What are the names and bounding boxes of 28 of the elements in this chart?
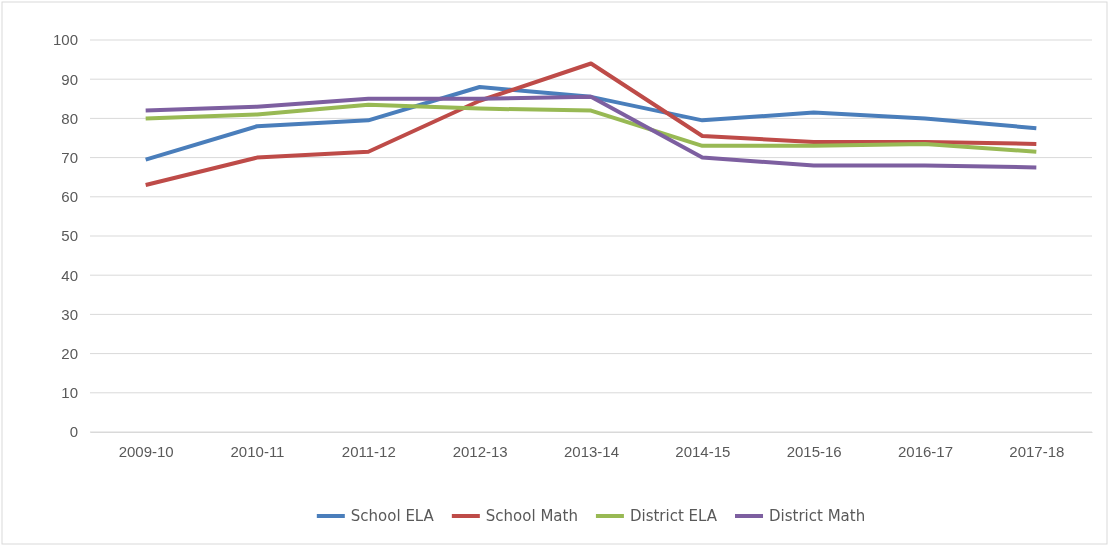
line-series [143, 102, 1039, 154]
line-series [143, 85, 1039, 162]
y-tick-label: 100 [52, 31, 78, 49]
legend-label: School ELA [350, 507, 435, 525]
line-series [143, 61, 1039, 188]
y-tick-label: 90 [61, 70, 78, 88]
x-tick-label: 2016-17 [897, 442, 954, 460]
legend-label: School Math [485, 507, 578, 525]
y-tick-label: 70 [61, 148, 78, 166]
y-tick-label: 20 [61, 344, 78, 362]
y-tick-label: 40 [61, 266, 78, 284]
x-tick-label: 2013-14 [563, 442, 620, 460]
line-series [143, 94, 1039, 170]
y-tick-label: 0 [69, 423, 78, 441]
x-tick-label: 2009-10 [118, 442, 174, 460]
y-tick-label: 80 [61, 109, 78, 127]
legend-label: District Math [769, 507, 866, 525]
legend-label: District ELA [629, 507, 718, 525]
y-tick-label: 50 [61, 227, 78, 245]
x-tick-label: 2010-11 [230, 442, 285, 460]
y-tick-label: 10 [61, 384, 78, 402]
y-tick-label: 60 [61, 188, 78, 206]
x-tick-label: 2011-12 [341, 442, 396, 460]
x-tick-label: 2014-15 [675, 442, 731, 460]
x-tick-label: 2015-16 [786, 442, 842, 460]
x-tick-label: 2012-13 [452, 442, 508, 460]
y-tick-label: 30 [61, 305, 78, 323]
x-tick-label: 2017-18 [1009, 442, 1065, 460]
